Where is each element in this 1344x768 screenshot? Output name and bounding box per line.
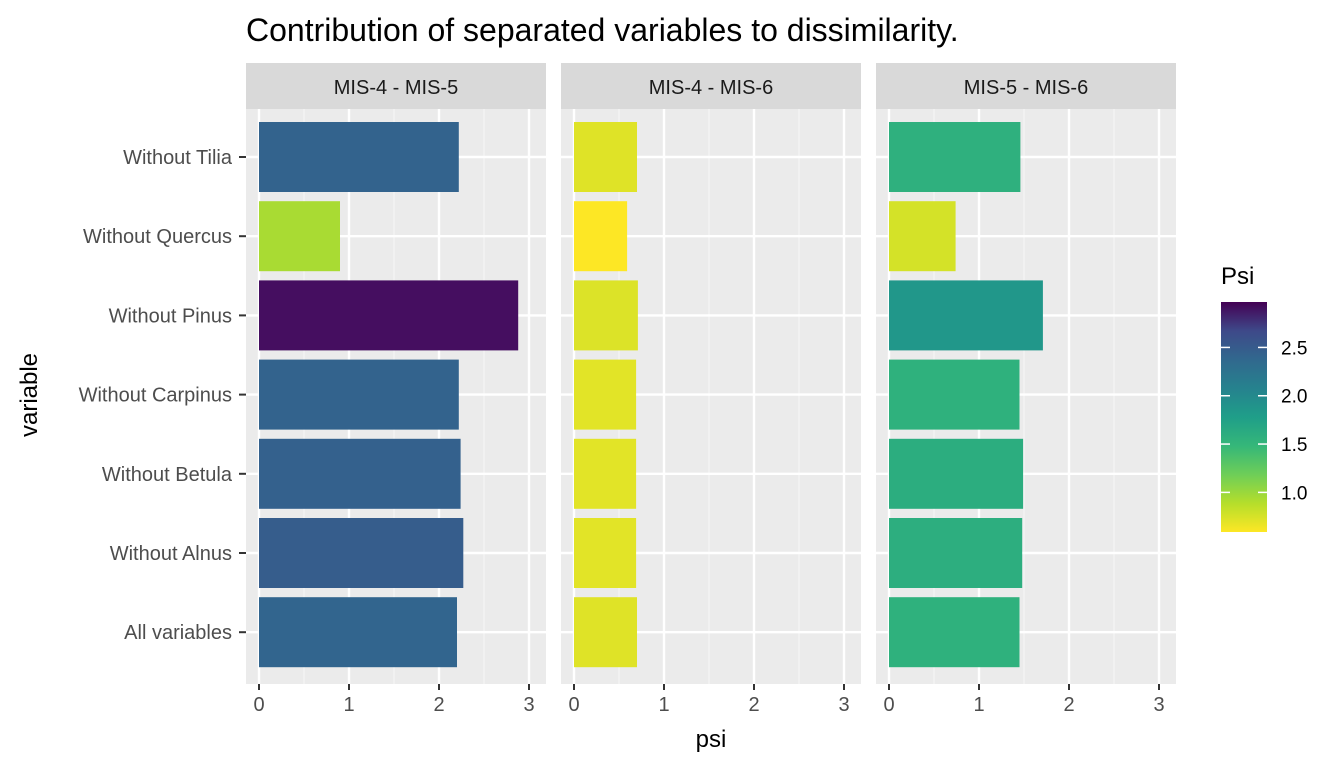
legend-tick-label: 2.0 [1281,387,1307,408]
facet-strip-label: MIS-5 - MIS-6 [964,77,1088,99]
y-tick-label: Without Pinus [109,305,232,327]
bar [574,518,637,588]
x-tick-label: 2 [433,694,444,716]
bar [889,201,956,272]
bar [574,122,637,192]
bar [889,518,1023,588]
x-tick-label: 1 [658,694,669,716]
y-tick-label: Without Alnus [110,543,232,565]
x-tick-label: 0 [253,694,264,716]
x-axis-title: psi [696,726,727,753]
y-tick-label: Without Tilia [123,147,233,169]
x-tick-label: 2 [1063,694,1074,716]
bar [574,280,638,351]
bar [259,122,459,192]
bar [889,122,1021,192]
x-tick-label: 1 [343,694,354,716]
y-tick-label: Without Quercus [83,226,232,248]
facet-strip [246,63,546,109]
y-tick-label: Without Betula [102,464,233,486]
bar [889,359,1020,430]
bar [259,280,519,351]
bar [889,438,1024,509]
legend-ticks: 1.0 1.5 2.0 2.5 [1221,338,1307,504]
x-tick-label: 3 [1153,694,1164,716]
y-axis: Without Tilia Without Quercus Without Pinu… [79,147,246,644]
chart-title: Contribution of separated variables to d… [246,12,959,48]
y-axis-title: variable [16,353,43,437]
bar [259,518,464,588]
bar [574,438,637,509]
bar [574,359,637,430]
facet-panel: MIS-5 - MIS-6 0 1 2 3 [876,63,1176,716]
bar [259,359,459,430]
facet-panel: MIS-4 - MIS-6 0 1 2 3 [561,63,861,716]
bar [889,597,1020,668]
x-tick-label: 3 [523,694,534,716]
legend-tick-label: 1.0 [1281,483,1307,504]
y-tick-label: All variables [124,622,232,644]
facet-strip [561,63,861,109]
legend-colorbar [1221,302,1267,532]
x-tick-label: 3 [838,694,849,716]
legend: Psi 1.0 1.5 2.0 2.5 [1221,263,1307,532]
x-tick-label: 1 [973,694,984,716]
facet-strip-label: MIS-4 - MIS-5 [334,77,458,99]
legend-title: Psi [1221,263,1254,290]
bar [889,280,1043,351]
bar [259,438,461,509]
legend-tick-label: 1.5 [1281,435,1307,456]
facet-strip-label: MIS-4 - MIS-6 [649,77,773,99]
legend-tick-label: 2.5 [1281,338,1307,359]
bar [574,201,628,272]
facet-strip [876,63,1176,109]
x-tick-label: 0 [883,694,894,716]
bar [259,201,340,272]
x-tick-label: 0 [568,694,579,716]
facet-panel: MIS-4 - MIS-5 0 1 2 3 [246,63,546,716]
x-tick-label: 2 [748,694,759,716]
bar [574,597,637,668]
y-tick-label: Without Carpinus [79,385,232,407]
bar [259,597,457,668]
